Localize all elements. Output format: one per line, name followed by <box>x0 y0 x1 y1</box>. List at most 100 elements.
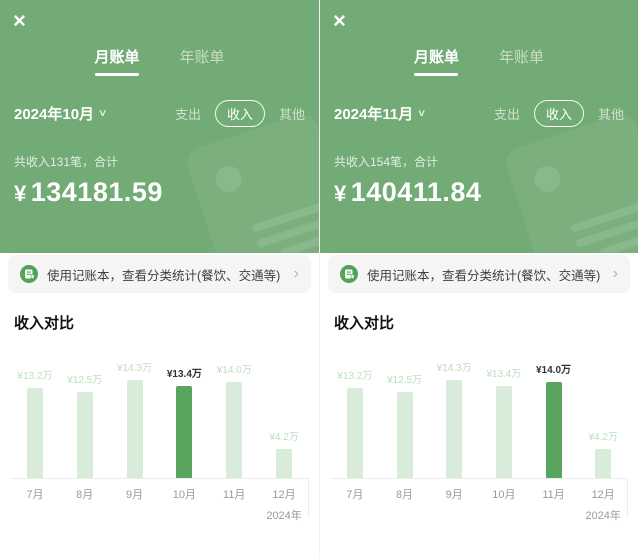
bar-value-label: ¥13.2万 <box>337 371 373 382</box>
chart-bar <box>276 449 293 478</box>
bill-header: × 月账单 年账单 2024年11月 ∨ 支出 收入 其他 共收入 <box>320 0 638 253</box>
bar-value-label: ¥12.5万 <box>386 375 423 386</box>
total-amount: ¥140411.84 <box>334 177 624 208</box>
filter-income[interactable]: 收入 <box>214 100 265 127</box>
tab-monthly-bill[interactable]: 月账单 <box>94 46 140 76</box>
chart-bar <box>26 388 43 478</box>
tab-label: 月账单 <box>413 49 459 66</box>
close-icon[interactable]: × <box>333 8 346 33</box>
chart-bar <box>226 382 243 478</box>
chart-bar-column: ¥13.4万 <box>479 348 529 478</box>
x-tick-label: 7月 <box>26 489 44 501</box>
chart-bar-column: ¥12.5万 <box>380 348 430 478</box>
bill-content: 使用记账本，查看分类统计(餐饮、交通等) › 收入对比 ¥13.2万 ¥12.5万… <box>0 255 319 559</box>
x-tick-label: 9月 <box>445 489 463 501</box>
chart-bar-column: ¥13.4万 <box>159 348 209 478</box>
bill-panel-october: × 月账单 年账单 2024年10月 ∨ 支出 收入 其他 共收入 <box>0 0 319 559</box>
chart-bar-column: ¥13.2万 <box>330 348 380 478</box>
banner-text: 使用记账本，查看分类统计(餐饮、交通等) <box>367 268 601 283</box>
filter-income[interactable]: 收入 <box>533 100 584 127</box>
x-tick-label: 10月 <box>172 489 197 501</box>
chart-bar-column: ¥14.0万 <box>529 348 579 478</box>
total-amount: ¥134181.59 <box>14 177 305 208</box>
filter-other[interactable]: 其他 <box>278 107 305 122</box>
month-selector-label: 2024年10月 <box>14 106 95 123</box>
x-axis-year-label: 2024年 <box>585 510 621 522</box>
chart-x-axis: 7月 8月 9月 10月 11月 12月 2024年 <box>330 479 628 523</box>
bar-value-label: ¥4.2万 <box>269 432 299 443</box>
chevron-right-icon: › <box>612 265 618 282</box>
bill-tabs: 月账单 年账单 <box>0 0 319 76</box>
bar-value-label: ¥13.4万 <box>486 369 522 380</box>
x-tick-label: 8月 <box>395 489 414 501</box>
chart-bar <box>495 386 512 478</box>
chart-plot-area: ¥13.2万 ¥12.5万 ¥14.3万 ¥13.4万 ¥14.0万 ¥4.2万 <box>10 348 309 479</box>
x-tick-label: 7月 <box>346 489 364 501</box>
month-selector[interactable]: 2024年11月 ∨ <box>334 103 427 124</box>
filter-expense[interactable]: 支出 <box>493 107 520 122</box>
bar-value-label: ¥13.2万 <box>17 371 53 382</box>
x-tick-label: 11月 <box>542 489 565 501</box>
bar-value-label: ¥14.3万 <box>436 363 472 374</box>
bar-value-label: ¥13.4万 <box>166 369 202 380</box>
month-selector[interactable]: 2024年10月 ∨ <box>14 103 108 124</box>
tab-monthly-bill[interactable]: 月账单 <box>414 46 459 76</box>
amount-value: 134181.59 <box>30 177 163 207</box>
bill-panel-november: × 月账单 年账单 2024年11月 ∨ 支出 收入 其他 共收入 <box>319 0 638 559</box>
chart-bar <box>545 382 562 478</box>
chart-bar-column: ¥4.2万 <box>578 348 628 478</box>
chart-bar <box>346 388 363 478</box>
active-tab-underline <box>414 73 459 76</box>
tab-yearly-bill[interactable]: 年账单 <box>499 49 545 66</box>
chevron-down-icon: ∨ <box>97 108 108 119</box>
section-title: 收入对比 <box>14 315 75 332</box>
bill-content: 使用记账本，查看分类统计(餐饮、交通等) › 收入对比 ¥13.2万 ¥12.5万… <box>320 255 638 559</box>
bill-tabs: 月账单 年账单 <box>320 0 638 76</box>
chart-bar <box>76 392 93 478</box>
chart-x-axis: 7月 8月 9月 10月 11月 12月 2024年 <box>10 479 309 523</box>
chart-bar <box>595 449 612 478</box>
chart-bar <box>176 386 193 478</box>
x-tick-label: 11月 <box>223 489 246 501</box>
bar-value-label: ¥4.2万 <box>588 432 618 443</box>
chart-bar-column: ¥14.3万 <box>429 348 479 478</box>
x-tick-label: 12月 2024年 <box>259 479 309 523</box>
bar-value-label: ¥14.0万 <box>216 365 252 376</box>
ledger-banner[interactable]: 使用记账本，查看分类统计(餐饮、交通等) › <box>8 255 311 293</box>
month-selector-label: 2024年11月 <box>334 106 414 123</box>
currency-symbol: ¥ <box>334 181 347 206</box>
chart-bar-column: ¥13.2万 <box>10 348 60 478</box>
amount-value: 140411.84 <box>350 177 482 207</box>
close-icon[interactable]: × <box>13 8 26 33</box>
tab-label: 月账单 <box>94 49 140 66</box>
income-comparison-chart: ¥13.2万 ¥12.5万 ¥14.3万 ¥13.4万 ¥14.0万 ¥4.2万 7月 8月… <box>330 348 628 523</box>
income-summary: 共收入131笔，合计 <box>14 155 119 169</box>
x-tick-label: 8月 <box>76 489 94 501</box>
chart-bar <box>126 380 143 478</box>
chart-bar-column: ¥4.2万 <box>259 348 309 478</box>
chevron-right-icon: › <box>293 265 299 282</box>
ledger-banner[interactable]: 使用记账本，查看分类统计(餐饮、交通等) › <box>328 255 630 293</box>
ledger-icon <box>20 265 38 283</box>
x-tick-label: 9月 <box>126 489 144 501</box>
x-tick-label: 10月 <box>492 489 516 501</box>
bar-value-label: ¥14.3万 <box>117 363 153 374</box>
chart-bar-column: ¥12.5万 <box>60 348 110 478</box>
bar-value-label: ¥12.5万 <box>67 375 103 386</box>
tab-yearly-bill[interactable]: 年账单 <box>179 49 225 66</box>
bill-header: × 月账单 年账单 2024年10月 ∨ 支出 收入 其他 共收入 <box>0 0 319 253</box>
currency-symbol: ¥ <box>14 181 27 206</box>
chart-right-edge-line <box>308 479 309 517</box>
x-tick-label: 12月 2024年 <box>578 479 628 523</box>
chart-bar <box>396 392 413 478</box>
chart-bar <box>446 380 463 478</box>
income-comparison-chart: ¥13.2万 ¥12.5万 ¥14.3万 ¥13.4万 ¥14.0万 ¥4.2万 7月 8月… <box>10 348 309 523</box>
filter-other[interactable]: 其他 <box>597 107 624 122</box>
chart-bar-column: ¥14.0万 <box>209 348 259 478</box>
chart-plot-area: ¥13.2万 ¥12.5万 ¥14.3万 ¥13.4万 ¥14.0万 ¥4.2万 <box>330 348 628 479</box>
chart-bar-column: ¥14.3万 <box>110 348 160 478</box>
section-title: 收入对比 <box>334 315 395 332</box>
filter-expense[interactable]: 支出 <box>174 107 201 122</box>
type-filters: 支出 收入 其他 <box>175 100 305 127</box>
